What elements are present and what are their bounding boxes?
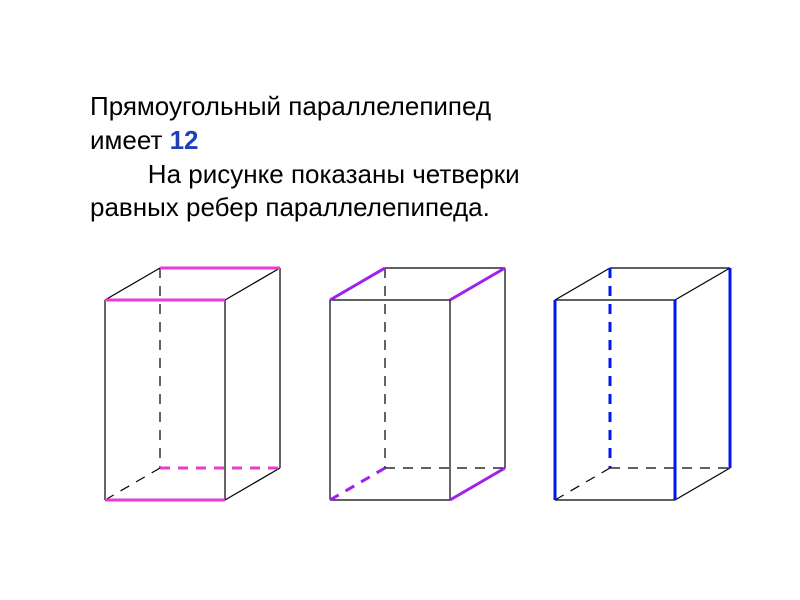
description-text: Прямоугольный параллелепипед имеет 12 На… (90, 90, 710, 225)
text-line-1: Прямоугольный параллелепипед (90, 90, 710, 124)
figure-area (100, 240, 740, 585)
text-line-2-prefix: имеет (90, 125, 170, 155)
highlight-number: 12 (170, 125, 199, 155)
cuboids-svg (100, 240, 740, 580)
cuboid-1 (105, 268, 280, 500)
cuboid-3 (555, 268, 730, 500)
text-line-3: На рисунке показаны четверки (90, 158, 710, 192)
text-line-2: имеет 12 (90, 124, 710, 158)
text-line-4: равных ребер параллелепипеда. (90, 191, 710, 225)
cuboid-2 (330, 268, 505, 500)
